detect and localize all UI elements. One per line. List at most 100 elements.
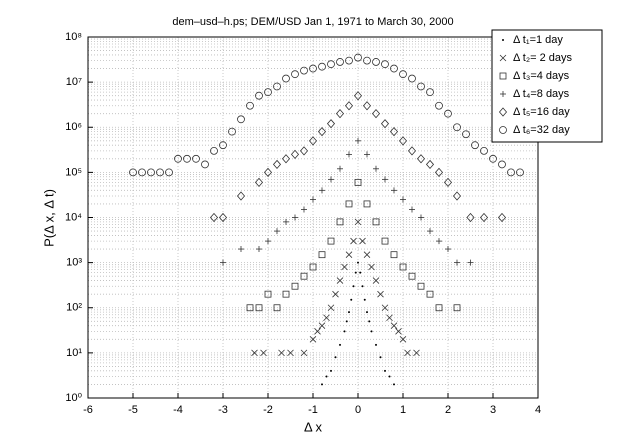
marker-x	[381, 304, 389, 312]
marker-circle	[129, 168, 137, 177]
x-tick-label: -5	[128, 404, 138, 416]
y-tick-label: 10¹	[66, 347, 82, 359]
marker-square	[273, 304, 281, 312]
marker-x	[350, 237, 357, 245]
marker-dot	[366, 311, 368, 314]
marker-square	[426, 290, 434, 298]
marker-diamond	[466, 212, 475, 223]
legend-label: Δ t₁=1 day	[513, 34, 563, 46]
marker-square	[408, 272, 416, 280]
y-tick-label: 10²	[66, 302, 82, 314]
marker-square	[390, 251, 398, 259]
marker-dot	[368, 320, 371, 323]
marker-plus	[319, 187, 325, 194]
marker-plus	[310, 196, 316, 203]
marker-dot	[361, 285, 364, 288]
legend-label: Δ t₄=8 days	[513, 88, 570, 100]
marker-x	[377, 290, 384, 298]
marker-square	[399, 263, 407, 271]
marker-square	[300, 272, 308, 280]
marker-circle	[264, 88, 272, 97]
marker-x	[260, 349, 267, 357]
marker-plus	[382, 176, 388, 183]
marker-dot	[343, 330, 346, 333]
marker-diamond	[263, 167, 273, 177]
marker-x	[318, 322, 326, 329]
marker-x	[413, 349, 420, 357]
marker-x	[354, 218, 362, 226]
marker-circle	[507, 168, 515, 177]
marker-diamond	[497, 212, 507, 223]
x-tick-label: 1	[400, 404, 406, 416]
x-tick-label: 2	[445, 404, 451, 416]
marker-square	[363, 200, 371, 208]
marker-circle	[480, 146, 488, 155]
marker-circle	[309, 64, 317, 73]
y-tick-label: 10³	[66, 257, 82, 269]
marker-plus	[274, 228, 280, 235]
marker-circle	[390, 64, 398, 73]
marker-circle	[471, 141, 479, 150]
marker-dot	[350, 298, 353, 301]
marker-x	[345, 251, 353, 258]
y-tick-label: 10⁵	[65, 166, 82, 178]
marker-circle	[399, 70, 407, 79]
marker-square	[435, 304, 443, 312]
marker-plus	[500, 91, 506, 97]
marker-dot	[325, 375, 328, 378]
legend-label: Δ t₃=4 days	[513, 70, 570, 82]
marker-plus	[355, 137, 361, 144]
marker-x	[359, 237, 366, 245]
marker-diamond	[317, 127, 327, 137]
marker-square	[327, 237, 335, 245]
marker-circle	[201, 160, 209, 169]
marker-diamond	[407, 146, 417, 156]
marker-plus	[400, 196, 406, 203]
marker-dot	[359, 271, 362, 274]
marker-diamond	[281, 154, 291, 164]
marker-circle	[516, 168, 524, 177]
marker-diamond	[308, 136, 318, 146]
marker-circle	[210, 146, 218, 155]
marker-circle	[435, 101, 443, 110]
marker-square	[372, 218, 380, 226]
marker-plus	[454, 259, 460, 266]
marker-x	[395, 328, 402, 335]
marker-diamond	[272, 159, 282, 170]
marker-dot	[357, 261, 359, 264]
marker-plus	[292, 214, 298, 221]
marker-diamond	[389, 127, 399, 137]
marker-x	[323, 314, 330, 322]
marker-plus	[265, 238, 271, 245]
marker-plus	[364, 151, 370, 158]
y-tick-label: 10⁶	[65, 121, 82, 133]
marker-diamond	[209, 212, 219, 223]
marker-square	[255, 304, 263, 312]
x-tick-label: 0	[355, 404, 361, 416]
marker-dot	[384, 369, 386, 372]
marker-circle	[462, 130, 470, 139]
marker-dot	[339, 343, 341, 346]
marker-circle	[147, 168, 155, 177]
marker-x	[332, 290, 339, 298]
marker-diamond	[380, 119, 390, 129]
x-axis-label: Δ x	[304, 419, 323, 434]
marker-x	[399, 336, 407, 343]
marker-circle	[381, 60, 389, 69]
x-tick-label: 4	[535, 404, 541, 416]
marker-plus	[418, 214, 424, 221]
marker-x	[372, 277, 380, 284]
marker-circle	[138, 168, 146, 177]
marker-x	[368, 263, 375, 271]
marker-circle	[489, 154, 497, 163]
marker-x	[251, 349, 258, 357]
marker-circle	[345, 56, 353, 65]
marker-circle	[408, 74, 416, 83]
marker-dot	[334, 356, 337, 359]
marker-dot	[348, 311, 350, 314]
marker-plus	[301, 206, 307, 213]
marker-circle	[183, 154, 191, 163]
marker-square	[246, 304, 254, 312]
